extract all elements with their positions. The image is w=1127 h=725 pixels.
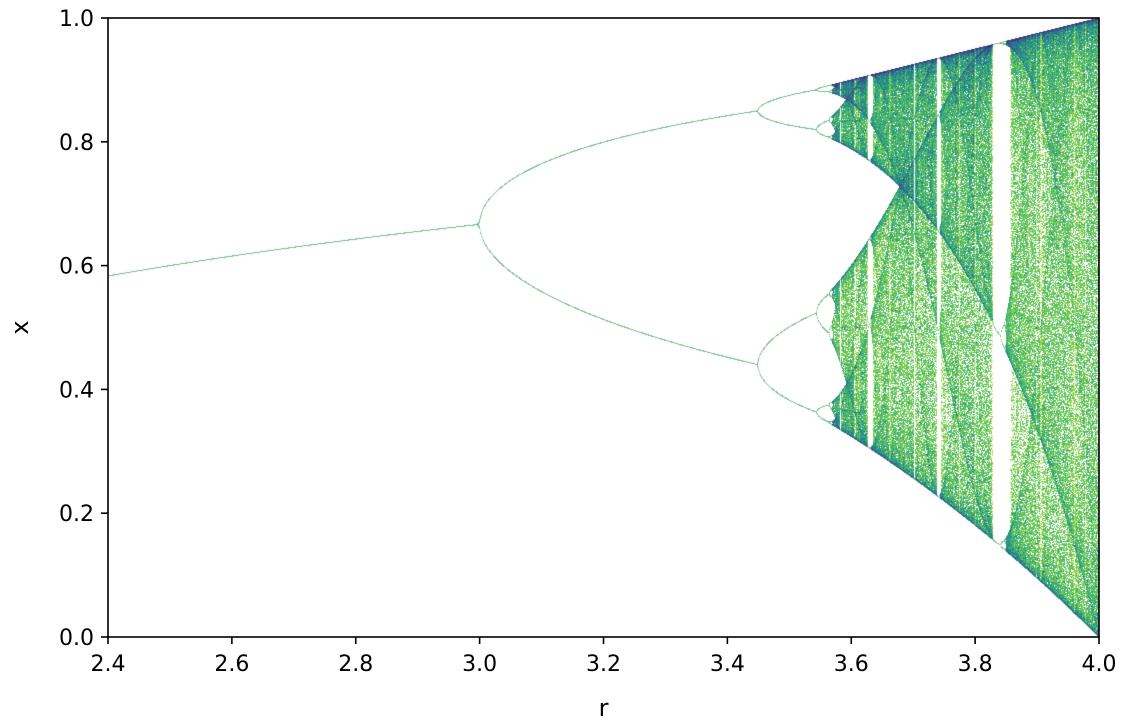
plot-area	[108, 18, 1099, 637]
y-tick-label: 0.2	[59, 502, 94, 527]
x-tick-label: 2.4	[91, 652, 126, 677]
x-tick-label: 3.4	[710, 652, 745, 677]
x-tick-label: 2.6	[214, 652, 249, 677]
x-tick-label: 3.0	[462, 652, 497, 677]
y-axis-label: x	[6, 320, 34, 334]
x-tick-label: 4.0	[1082, 652, 1117, 677]
x-tick-label: 3.8	[958, 652, 993, 677]
y-axis: 0.0 0.2 0.4 0.6 0.8 1.0	[59, 7, 108, 651]
y-tick-label: 0.6	[59, 255, 94, 280]
y-tick-label: 0.8	[59, 131, 94, 156]
x-axis: 2.4 2.6 2.8 3.0 3.2 3.4 3.6 3.8 4.0	[91, 637, 1117, 677]
y-tick-label: 0.0	[59, 626, 94, 651]
x-tick-label: 3.2	[586, 652, 621, 677]
bifurcation-density-image	[108, 18, 1099, 637]
y-tick-label: 1.0	[59, 7, 94, 32]
x-tick-label: 2.8	[338, 652, 373, 677]
x-tick-label: 3.6	[834, 652, 869, 677]
x-axis-label: r	[599, 694, 609, 722]
y-tick-label: 0.4	[59, 378, 94, 403]
